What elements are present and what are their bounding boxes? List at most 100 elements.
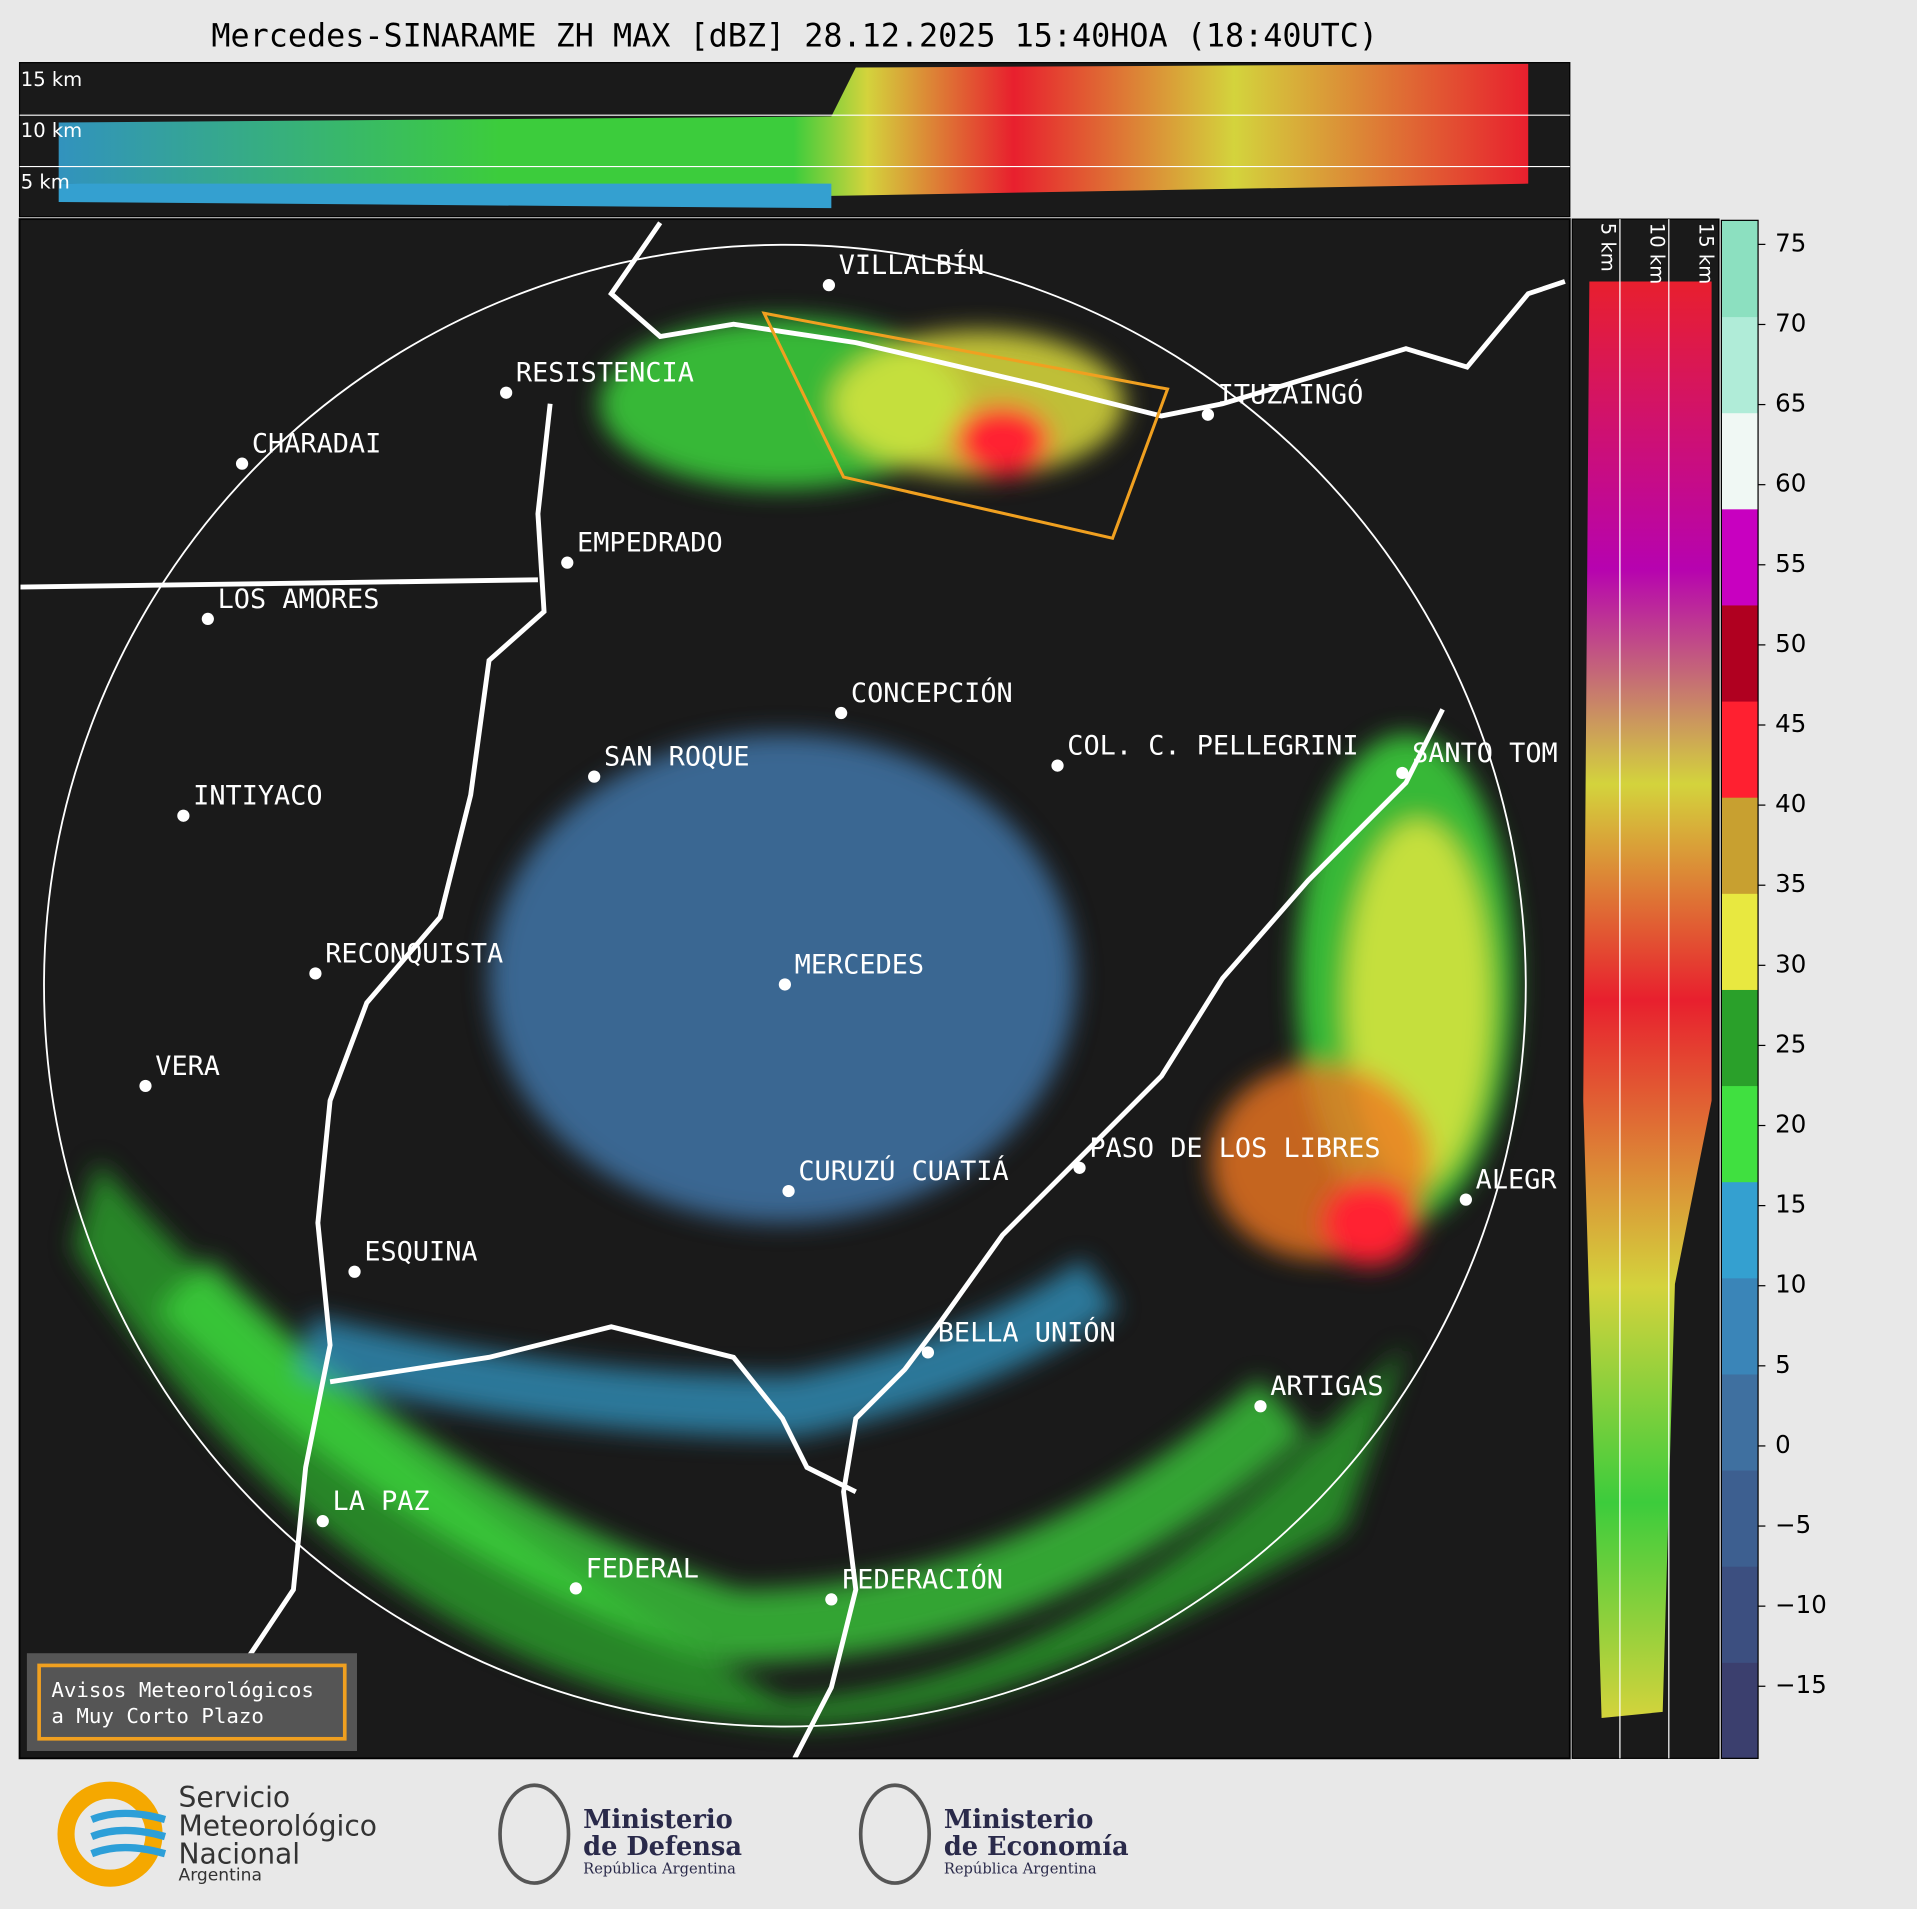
colorbar-bin: [1721, 1566, 1759, 1663]
colorbar-bin: [1721, 797, 1759, 894]
city-label: ESQUINA: [364, 1237, 477, 1268]
top-echo: [58, 63, 1529, 196]
logo-text: de Economía: [944, 1832, 1129, 1862]
city-marker: [1201, 408, 1215, 421]
colorbar-bin: [1721, 412, 1759, 510]
city-marker: [235, 457, 249, 470]
city-marker: [782, 1184, 795, 1198]
notice-frame: [37, 1663, 347, 1741]
altitude-label: 5 km: [21, 171, 70, 194]
notice-bg: [26, 1653, 357, 1752]
city-label: SAN ROQUE: [604, 742, 750, 773]
side-panel: 5 km 10 km 15 km: [1571, 218, 1720, 1759]
city-marker: [316, 1515, 329, 1528]
city-label: RECONQUISTA: [325, 938, 503, 969]
colorbar-tick-label: 50: [1775, 629, 1806, 658]
city-label: LA PAZ: [333, 1486, 430, 1517]
city-label: ALEGR: [1476, 1165, 1558, 1196]
colorbar-tick-label: 45: [1775, 709, 1806, 738]
colorbar-tick-label: 60: [1775, 469, 1806, 498]
notice-line: a Muy Corto Plazo: [51, 1704, 264, 1728]
colorbar-bin: [1721, 604, 1759, 702]
city-label: SANTO TOM: [1412, 738, 1558, 769]
colorbar-tick-label: −10: [1775, 1590, 1827, 1619]
colorbar-bin: [1721, 1085, 1759, 1183]
logo-text: Ministerio: [583, 1805, 733, 1835]
city-marker: [778, 978, 792, 991]
colorbar-frame: [1720, 219, 1759, 1759]
city-marker: [1396, 766, 1409, 780]
range-ring: [43, 243, 1527, 1728]
city-label: VERA: [155, 1051, 220, 1082]
echoes: [73, 318, 1516, 1725]
colorbar-bin: [1721, 1277, 1759, 1375]
city-marker: [825, 1593, 838, 1606]
colorbar-tick-label: 10: [1775, 1270, 1806, 1299]
logo-text: Servicio: [178, 1781, 290, 1814]
colorbar-tick-label: 55: [1775, 549, 1806, 578]
city-label: INTIYACO: [193, 781, 322, 812]
city-label: CONCEPCIÓN: [851, 677, 1013, 709]
colorbar-bin: [1721, 316, 1759, 414]
colorbar-tick-label: 40: [1775, 789, 1806, 818]
city-marker: [500, 386, 513, 399]
city-marker: [177, 809, 190, 822]
colorbar-tick-label: 5: [1775, 1350, 1791, 1379]
colorbar-tick-label: 25: [1775, 1029, 1806, 1058]
top-echo-low: [58, 183, 832, 209]
logo-defensa: Ministerio de Defensa República Argentin…: [498, 1783, 742, 1885]
logo-text: Nacional: [178, 1837, 300, 1870]
city-marker: [569, 1582, 582, 1595]
colorbar-bin: [1721, 1373, 1759, 1471]
city-label: CHARADAI: [252, 429, 381, 460]
colorbar-tick-label: 35: [1775, 869, 1806, 898]
city-label: CURUZÚ CUATIÁ: [798, 1155, 1008, 1187]
logo-text: Ministerio: [944, 1805, 1094, 1835]
colorbar-bin: [1721, 893, 1759, 990]
city-marker: [1254, 1400, 1267, 1413]
altitude-label: 10 km: [21, 119, 82, 142]
colorbar-tick-label: 20: [1775, 1110, 1806, 1139]
city-label: ITUZAINGÓ: [1218, 379, 1364, 411]
colorbar-tick-label: 0: [1775, 1430, 1791, 1459]
colorbar-tick-label: 30: [1775, 949, 1806, 978]
altitude-label: 5 km: [1597, 223, 1620, 272]
logo-emblem: [858, 1783, 931, 1885]
city-label: COL. C. PELLEGRINI: [1067, 731, 1358, 762]
colorbar-tick-label: 70: [1775, 308, 1806, 337]
city-marker: [822, 279, 836, 292]
city-label: VILLALBÍN: [839, 249, 985, 281]
city-label: FEDERACIÓN: [841, 1563, 1003, 1595]
colorbar-bin: [1721, 989, 1759, 1087]
city-marker: [309, 967, 322, 980]
colorbar-bin: [1721, 220, 1759, 318]
logo-text: de Defensa: [583, 1832, 742, 1862]
city-marker: [1459, 1193, 1472, 1206]
altitude-label: 10 km: [1645, 223, 1668, 284]
colorbar-tick-label: 65: [1775, 389, 1806, 418]
city-label: PASO DE LOS LIBRES: [1089, 1133, 1380, 1164]
colorbar-bin: [1721, 700, 1759, 798]
city-marker: [201, 612, 214, 626]
logo-waves: [90, 1809, 167, 1858]
top-panel: 15 km 10 km 5 km: [18, 62, 1571, 218]
city-label: EMPEDRADO: [577, 528, 723, 559]
city-label: LOS AMORES: [218, 584, 380, 615]
logo-economia: Ministerio de Economía República Argenti…: [858, 1783, 1129, 1885]
borders: [19, 221, 1566, 1759]
city-marker: [1073, 1161, 1086, 1174]
city-label: BELLA UNIÓN: [938, 1316, 1116, 1348]
city-marker: [1051, 759, 1064, 772]
logo-text: Argentina: [178, 1866, 261, 1886]
city-label: FEDERAL: [586, 1553, 699, 1584]
city-marker: [588, 770, 601, 783]
cities: VILLALBÍN RESISTENCIA CHARADAI ITUZAINGÓ EMP…: [139, 249, 1558, 1606]
logo-text: República Argentina: [583, 1860, 736, 1877]
logo-smn: Servicio Meteorológico Nacional Argentin…: [57, 1781, 377, 1887]
city-marker: [561, 556, 574, 569]
map-frame: [18, 218, 1571, 1760]
title: Mercedes-SINARAME ZH MAX [dBZ] 28.12.202…: [211, 19, 1378, 55]
city-marker: [921, 1346, 935, 1359]
